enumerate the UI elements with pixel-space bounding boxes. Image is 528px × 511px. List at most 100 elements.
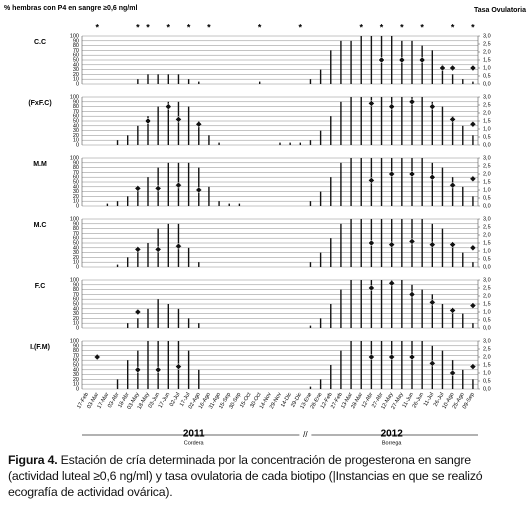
y-tick-label: 80	[73, 348, 79, 354]
ovulation-dot	[469, 363, 477, 370]
y-tick-label: 30	[73, 372, 79, 378]
significance-mark: *	[400, 22, 404, 32]
y-tick-label: 40	[73, 367, 79, 373]
ovulation-dot	[368, 353, 375, 361]
y2-tick-label: 3,0	[483, 216, 491, 222]
caption: Figura 4. Estación de cría determinada p…	[8, 452, 523, 500]
y-tick-label: 100	[70, 277, 79, 283]
ovulation-dot	[428, 173, 436, 181]
y-tick-label: 20	[73, 194, 79, 200]
y2-tick-label: 1,5	[483, 240, 491, 246]
significance-mark: *	[95, 22, 99, 32]
year-sublabel: Cordera	[184, 440, 205, 446]
ovulation-dot	[469, 244, 477, 252]
ovulation-dot	[388, 241, 396, 248]
y-tick-label: 20	[73, 72, 79, 78]
ovulation-dot	[428, 103, 436, 110]
y-tick-label: 0	[76, 142, 79, 148]
y-tick-label: 30	[73, 189, 79, 195]
year-label: 2011	[183, 429, 205, 440]
ovulation-dot	[428, 299, 436, 306]
y2-tick-label: 2,0	[483, 293, 491, 299]
y2-tick-label: 0,5	[483, 317, 491, 323]
ovulation-dot	[418, 56, 426, 64]
ovulation-dot	[144, 117, 152, 125]
y-tick-label: 60	[73, 236, 79, 242]
y-tick-label: 80	[73, 104, 79, 110]
caption-label: Figura 4.	[8, 453, 58, 467]
y-tick-label: 70	[73, 353, 79, 359]
y2-tick-label: 1,5	[483, 362, 491, 368]
ovulation-dot	[469, 120, 477, 128]
y2-tick-label: 3,0	[483, 277, 491, 283]
significance-mark: *	[146, 22, 150, 32]
ovulation-dot	[408, 291, 416, 298]
y-tick-label: 90	[73, 343, 79, 349]
y-tick-label: 60	[73, 53, 79, 59]
y2-tick-label: 2,0	[483, 232, 491, 238]
y2-tick-label: 2,5	[483, 102, 491, 108]
y2-tick-label: 2,0	[483, 354, 491, 360]
ovulation-dot	[469, 64, 477, 72]
ovulation-dot	[388, 170, 396, 178]
y-tick-label: 30	[73, 67, 79, 73]
y-tick-label: 60	[73, 297, 79, 303]
significance-mark: *	[167, 22, 171, 32]
panel-title: M.M	[33, 161, 47, 168]
y2-tick-label: 0,0	[483, 264, 491, 270]
ovulation-dot	[469, 175, 477, 183]
ovulation-dot	[449, 64, 456, 72]
y-tick-label: 100	[70, 155, 79, 161]
ovulation-dot	[449, 369, 456, 377]
ovulation-dot	[408, 238, 416, 245]
y2-tick-label: 2,5	[483, 41, 491, 47]
y-tick-label: 0	[76, 386, 79, 392]
y-tick-label: 10	[73, 138, 79, 144]
y-tick-label: 70	[73, 292, 79, 298]
y2-tick-label: 2,5	[483, 224, 491, 230]
panel-title: I.(F.M)	[30, 344, 50, 351]
ovulation-dot	[154, 185, 162, 192]
y2-tick-label: 2,0	[483, 171, 491, 177]
y-tick-label: 40	[73, 184, 79, 190]
panel-title: M.C	[34, 222, 47, 229]
y-tick-label: 90	[73, 38, 79, 44]
y2-tick-label: 1,5	[483, 179, 491, 185]
y2-tick-label: 2,0	[483, 110, 491, 116]
ovulation-dot	[428, 360, 436, 367]
ovulation-dot	[134, 246, 142, 253]
y-tick-label: 90	[73, 160, 79, 166]
y-tick-label: 20	[73, 255, 79, 261]
y2-tick-label: 1,0	[483, 370, 491, 376]
y2-tick-label: 0,0	[483, 386, 491, 392]
y2-tick-label: 2,5	[483, 285, 491, 291]
y2-tick-label: 0,0	[483, 81, 491, 87]
y2-axis-label: Tasa Ovulatoria	[474, 7, 526, 14]
y-tick-label: 40	[73, 62, 79, 68]
year-label: 2012	[381, 429, 404, 440]
ovulation-dot	[388, 103, 396, 110]
ovulation-dot	[408, 170, 416, 178]
y-tick-label: 60	[73, 358, 79, 364]
y-tick-label: 80	[73, 165, 79, 171]
y-tick-label: 0	[76, 81, 79, 87]
significance-mark: *	[359, 22, 363, 32]
y-tick-label: 100	[70, 216, 79, 222]
significance-mark: *	[187, 22, 191, 32]
y-tick-label: 30	[73, 250, 79, 256]
y-tick-label: 70	[73, 48, 79, 54]
ovulation-dot	[469, 302, 477, 309]
ovulation-dot	[408, 353, 416, 361]
y-tick-label: 40	[73, 123, 79, 129]
y-tick-label: 50	[73, 118, 79, 124]
y2-tick-label: 2,0	[483, 49, 491, 55]
panel-title: (FxF.C)	[28, 100, 51, 107]
y2-tick-label: 0,5	[483, 134, 491, 140]
ovulation-dot	[388, 279, 396, 287]
y-tick-label: 90	[73, 282, 79, 288]
y-tick-label: 80	[73, 287, 79, 293]
ovulation-dot	[449, 307, 456, 314]
significance-mark: *	[451, 22, 455, 32]
ovulation-dot	[134, 185, 142, 192]
y-tick-label: 10	[73, 321, 79, 327]
